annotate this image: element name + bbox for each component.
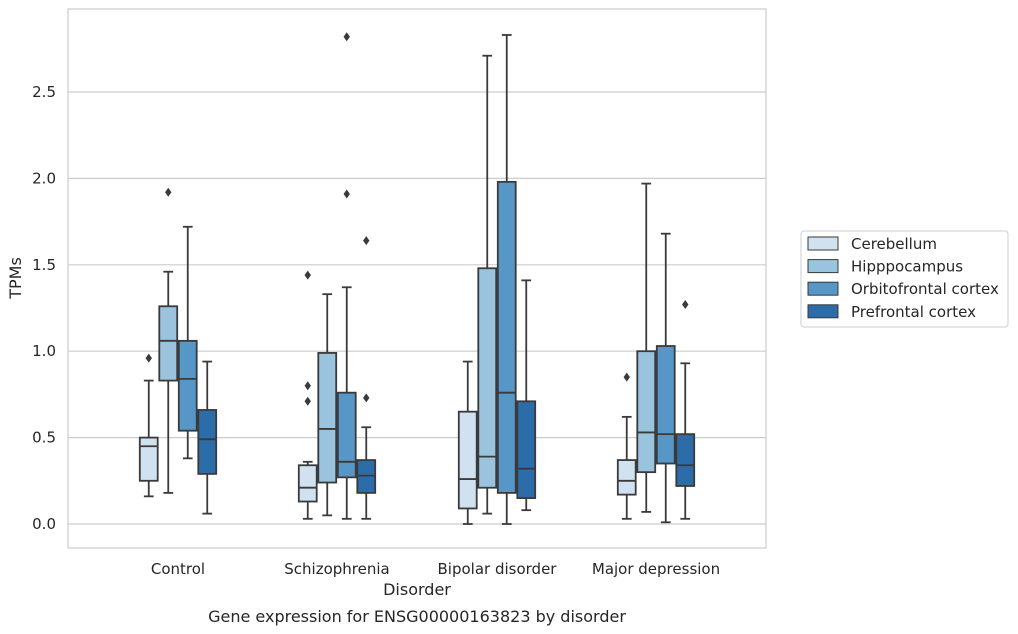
outlier-point xyxy=(343,32,350,42)
box-hipppocampus xyxy=(317,293,338,517)
box-iqr xyxy=(616,459,637,496)
outlier-point xyxy=(304,396,311,406)
box-iqr xyxy=(655,345,676,465)
outlier-point xyxy=(682,300,689,310)
box-iqr xyxy=(197,409,218,475)
box-prefrontal-cortex xyxy=(356,236,377,520)
legend-label: Hipppocampus xyxy=(851,258,963,276)
box-hipppocampus xyxy=(477,54,498,515)
legend-frame xyxy=(800,230,1009,328)
outlier-point xyxy=(363,236,370,246)
box-iqr xyxy=(317,352,338,484)
legend-label: Prefrontal cortex xyxy=(851,303,976,321)
legend: Cerebellum Hipppocampus Orbitofrontal cort… xyxy=(800,230,1009,328)
x-tick-label: Bipolar disorder xyxy=(438,560,558,578)
legend-swatch xyxy=(807,281,839,296)
outlier-point xyxy=(304,381,311,391)
y-axis-ticks: 0.0 0.5 1.0 1.5 2.0 2.5 xyxy=(32,83,56,533)
box-iqr xyxy=(177,339,198,432)
legend-swatch xyxy=(807,259,839,274)
box-prefrontal-cortex xyxy=(516,279,537,512)
y-tick-label: 1.0 xyxy=(32,342,56,360)
box-hipppocampus xyxy=(158,187,179,494)
box-orbitofrontal-cortex xyxy=(655,232,676,524)
box-cerebellum xyxy=(457,360,478,525)
box-iqr xyxy=(636,350,657,474)
y-tick-label: 2.0 xyxy=(32,169,56,187)
boxes-layer xyxy=(138,32,696,525)
outlier-point xyxy=(623,372,630,382)
box-iqr xyxy=(477,267,498,489)
box-hipppocampus xyxy=(636,182,657,513)
y-tick-label: 2.5 xyxy=(32,83,56,101)
legend-label: Cerebellum xyxy=(851,235,937,253)
box-iqr xyxy=(516,400,537,499)
box-iqr xyxy=(675,433,696,487)
x-axis-ticks: Control Schizophrenia Bipolar disorder Majo… xyxy=(151,560,720,578)
box-orbitofrontal-cortex xyxy=(336,32,357,520)
y-tick-label: 1.5 xyxy=(32,256,56,274)
box-iqr xyxy=(158,305,179,382)
legend-label: Orbitofrontal cortex xyxy=(851,280,999,298)
outlier-point xyxy=(343,189,350,199)
outlier-point xyxy=(304,270,311,280)
box-iqr xyxy=(297,464,318,503)
y-tick-label: 0.0 xyxy=(32,515,56,533)
chart-title: Gene expression for ENSG00000163823 by d… xyxy=(208,607,626,626)
outlier-point xyxy=(165,187,172,197)
box-cerebellum xyxy=(297,270,318,520)
legend-swatch xyxy=(807,304,839,319)
box-orbitofrontal-cortex xyxy=(496,34,517,525)
box-cerebellum xyxy=(616,372,637,520)
box-iqr xyxy=(496,180,517,494)
x-axis-label: Disorder xyxy=(383,580,451,599)
y-axis-label: TPMs xyxy=(6,257,25,300)
legend-swatch xyxy=(807,236,839,251)
x-tick-label: Control xyxy=(151,560,205,578)
box-prefrontal-cortex xyxy=(675,300,696,520)
box-iqr xyxy=(138,436,159,482)
box-cerebellum xyxy=(138,353,159,498)
box-prefrontal-cortex xyxy=(197,360,218,515)
x-tick-label: Schizophrenia xyxy=(284,560,389,578)
box-iqr xyxy=(457,410,478,510)
box-orbitofrontal-cortex xyxy=(177,225,198,460)
x-tick-label: Major depression xyxy=(592,560,720,578)
outlier-point xyxy=(145,353,152,363)
y-tick-label: 0.5 xyxy=(32,429,56,447)
outlier-point xyxy=(363,393,370,403)
box-iqr xyxy=(336,391,357,479)
plot-area xyxy=(67,8,767,549)
